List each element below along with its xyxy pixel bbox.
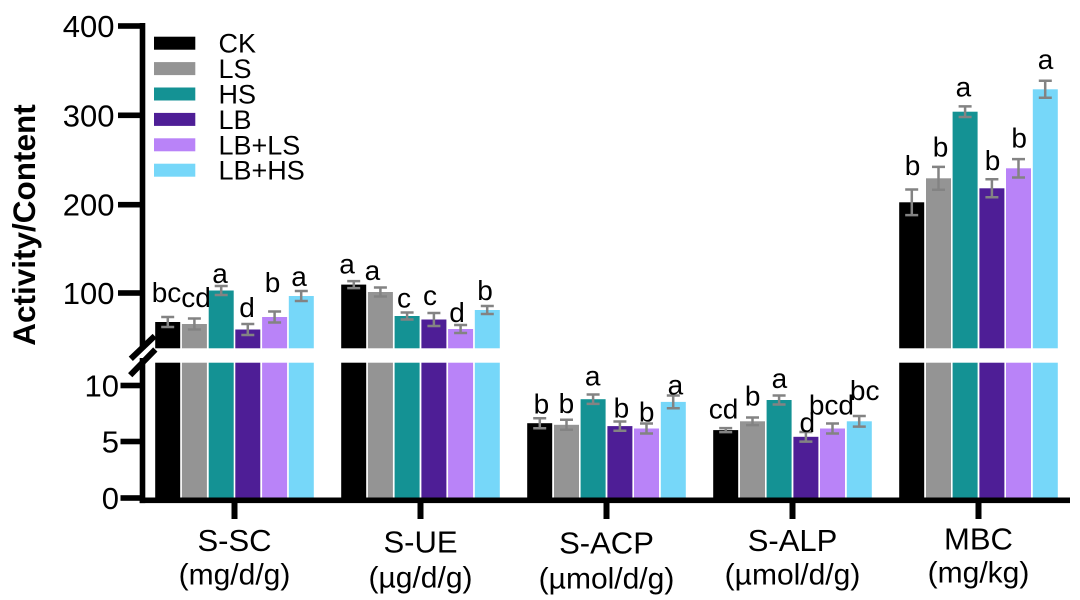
svg-text:bc: bc <box>152 277 182 308</box>
svg-text:(µmol/d/g): (µmol/d/g) <box>539 563 675 596</box>
svg-text:a: a <box>585 360 601 391</box>
svg-text:d: d <box>449 297 465 328</box>
svg-text:0: 0 <box>102 481 119 516</box>
svg-text:cd: cd <box>709 394 739 425</box>
svg-text:a: a <box>291 261 307 292</box>
svg-text:LS: LS <box>219 54 252 84</box>
svg-text:a: a <box>668 370 684 401</box>
svg-text:CK: CK <box>219 29 257 59</box>
svg-text:b: b <box>477 275 493 306</box>
svg-text:b: b <box>639 396 655 427</box>
svg-text:a: a <box>339 249 355 280</box>
svg-text:a: a <box>1038 44 1054 75</box>
svg-text:cd: cd <box>181 282 211 313</box>
svg-text:b: b <box>265 267 281 298</box>
svg-text:(µmol/d/g): (µmol/d/g) <box>725 559 861 592</box>
svg-text:d: d <box>800 407 816 438</box>
svg-text:LB+HS: LB+HS <box>219 156 305 186</box>
svg-text:a: a <box>956 72 972 103</box>
svg-text:a: a <box>365 255 381 286</box>
svg-text:MBC: MBC <box>944 522 1013 557</box>
svg-text:c: c <box>423 280 437 311</box>
svg-text:b: b <box>745 380 761 411</box>
svg-text:(µg/d/g): (µg/d/g) <box>369 562 473 595</box>
svg-text:100: 100 <box>63 276 115 311</box>
svg-text:a: a <box>212 258 228 289</box>
svg-text:b: b <box>559 388 575 419</box>
svg-text:d: d <box>239 292 255 323</box>
svg-text:HS: HS <box>219 80 257 110</box>
svg-text:10: 10 <box>85 369 119 404</box>
svg-text:b: b <box>1011 122 1027 153</box>
svg-text:b: b <box>614 392 630 423</box>
svg-text:Activity/Content: Activity/Content <box>6 104 42 346</box>
svg-text:400: 400 <box>63 9 115 44</box>
svg-text:b: b <box>534 388 550 419</box>
svg-text:S-SC: S-SC <box>197 523 271 558</box>
svg-text:bc: bc <box>850 375 880 406</box>
svg-text:(mg/d/g): (mg/d/g) <box>179 559 291 592</box>
svg-text:300: 300 <box>63 98 115 133</box>
svg-text:5: 5 <box>102 425 119 460</box>
svg-text:S-ACP: S-ACP <box>559 526 654 561</box>
svg-text:S-UE: S-UE <box>383 525 457 560</box>
svg-text:c: c <box>397 282 411 313</box>
svg-text:(mg/kg): (mg/kg) <box>928 557 1030 590</box>
svg-text:LB+LS: LB+LS <box>219 130 301 160</box>
svg-text:a: a <box>772 363 788 394</box>
svg-text:bcd: bcd <box>809 390 854 421</box>
svg-text:b: b <box>905 150 921 181</box>
svg-text:LB: LB <box>219 105 252 135</box>
svg-text:S-ALP: S-ALP <box>748 523 838 558</box>
svg-text:b: b <box>985 145 1001 176</box>
svg-text:b: b <box>933 132 949 163</box>
svg-text:200: 200 <box>63 188 115 223</box>
